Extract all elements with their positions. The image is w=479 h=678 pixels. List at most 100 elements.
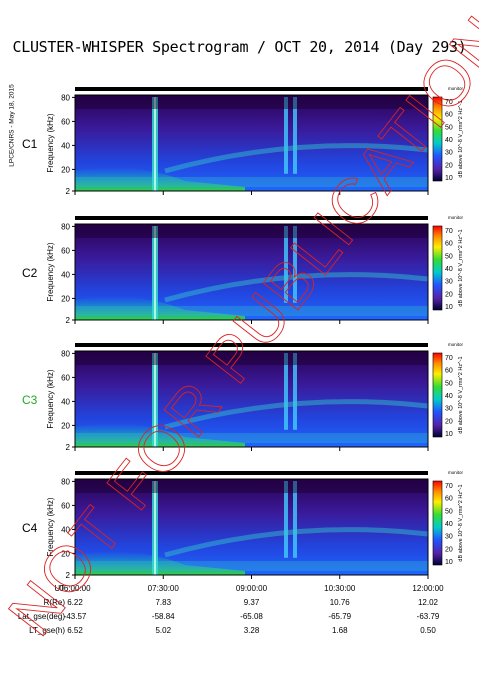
burst-1005-a: [284, 97, 288, 174]
chorus-band: [164, 399, 429, 430]
ephemeris-value: 9.37: [244, 598, 260, 607]
colorbar-tick: 40: [445, 266, 453, 273]
status-label: monitor: [448, 86, 464, 91]
status-label: monitor: [448, 470, 464, 475]
colorbar-tick: 60: [445, 112, 453, 119]
upper-band: [75, 224, 428, 238]
y-axis-label: Frequency (kHz): [46, 113, 55, 172]
y-tick-label: 60: [61, 373, 70, 382]
colorbar-tick: 60: [445, 496, 453, 503]
colorbar-label: dB above 10^-8 V_rms^2 Hz^-1: [458, 356, 464, 433]
colorbar-tick: 60: [445, 368, 453, 375]
low-frequency-emission: [75, 551, 245, 575]
y-tick-label: 40: [61, 397, 70, 406]
y-tick-label: 20: [61, 421, 70, 430]
y-tick-label: 80: [61, 222, 70, 231]
ephemeris-value: -65.08: [240, 612, 263, 621]
hiss-band: [75, 561, 428, 571]
colorbar-tick: 10: [445, 431, 453, 438]
spacecraft-label: C3: [22, 393, 38, 407]
y-tick-label: 20: [61, 165, 70, 174]
y-tick-label: 60: [61, 501, 70, 510]
ephemeris-row-label: UT: [54, 584, 65, 593]
burst-1005-b: [293, 353, 297, 430]
ephemeris-value: 12:00:00: [412, 584, 444, 593]
ephemeris-value: 10:30:00: [324, 584, 356, 593]
colorbar: [432, 480, 443, 566]
panel-c1: monitor 2 20 40 60 80 Frequency (kHz) C1 70 60 50 4…: [22, 86, 464, 196]
burst-core: [154, 481, 156, 575]
y-tick-label: 40: [61, 525, 70, 534]
status-bar: [75, 216, 428, 220]
colorbar-tick: 40: [445, 393, 453, 400]
burst-core: [154, 97, 156, 191]
colorbar-tick: 50: [445, 124, 453, 131]
y-tick-label: 2: [66, 187, 71, 196]
burst-1005-a: [284, 226, 288, 303]
spacecraft-label: C1: [22, 137, 38, 151]
chorus-band: [164, 143, 429, 174]
upper-band: [75, 95, 428, 109]
spacecraft-label: C4: [22, 521, 38, 535]
ephemeris-value: 12.02: [418, 598, 439, 607]
ephemeris-value: 1.68: [332, 626, 348, 635]
low-frequency-emission: [75, 167, 245, 191]
colorbar-tick: 70: [445, 99, 453, 106]
burst-core: [154, 353, 156, 447]
panel-c2: monitor 2 20 40 60 80 Frequency (kHz) C2 70 60 50 4…: [22, 215, 464, 325]
colorbar-tick: 60: [445, 241, 453, 248]
ephemeris-row-label: LT_gse(h): [29, 626, 65, 635]
burst-core: [154, 226, 156, 320]
y-axis-label: Frequency (kHz): [46, 242, 55, 301]
colorbar-tick: 20: [445, 546, 453, 553]
ephemeris-value: -43.57: [64, 612, 87, 621]
colorbar-tick: 70: [445, 228, 453, 235]
ephemeris-value: 07:30:00: [148, 584, 180, 593]
ephemeris-value: -63.79: [417, 612, 440, 621]
colorbar-tick: 70: [445, 483, 453, 490]
colorbar: [432, 225, 443, 311]
status-bar: [75, 471, 428, 475]
status-bar: [75, 343, 428, 347]
y-tick-label: 80: [61, 93, 70, 102]
colorbar-label: dB above 10^-8 V_rms^2 Hz^-1: [458, 229, 464, 306]
upper-band: [75, 479, 428, 493]
hiss-band: [75, 177, 428, 187]
ephemeris-value: 3.28: [244, 626, 260, 635]
upper-band: [75, 351, 428, 365]
colorbar-tick: 10: [445, 559, 453, 566]
colorbar-label: dB above 10^-8 V_rms^2 Hz^-1: [458, 484, 464, 561]
y-tick-label: 40: [61, 141, 70, 150]
colorbar-tick: 70: [445, 355, 453, 362]
colorbar-tick: 30: [445, 406, 453, 413]
colorbar-tick: 10: [445, 304, 453, 311]
ephemeris-value: 5.02: [155, 626, 171, 635]
hiss-band: [75, 306, 428, 316]
colorbar-tick: 40: [445, 137, 453, 144]
colorbar-tick: 20: [445, 291, 453, 298]
y-tick-label: 60: [61, 117, 70, 126]
hiss-band: [75, 433, 428, 443]
ephemeris-row-label: Lat_gse(deg): [18, 612, 65, 621]
colorbar-tick: 20: [445, 418, 453, 425]
panel-c3: monitor 2 20 40 60 80 Frequency (kHz) C3 70 60 50 4…: [22, 342, 464, 452]
colorbar-tick: 30: [445, 150, 453, 157]
burst-1005-b: [293, 226, 297, 303]
status-label: monitor: [448, 342, 464, 347]
ephemeris-value: -65.79: [328, 612, 351, 621]
y-axis-label: Frequency (kHz): [46, 369, 55, 428]
spacecraft-label: C2: [22, 266, 38, 280]
colorbar-tick: 30: [445, 534, 453, 541]
y-tick-label: 20: [61, 294, 70, 303]
colorbar-tick: 50: [445, 380, 453, 387]
colorbar-tick: 40: [445, 521, 453, 528]
y-tick-label: 60: [61, 246, 70, 255]
ephemeris-value: 10.76: [330, 598, 351, 607]
ephemeris-value: 09:00:00: [236, 584, 268, 593]
colorbar-tick: 50: [445, 253, 453, 260]
y-axis-label: Frequency (kHz): [46, 497, 55, 556]
chorus-band: [164, 527, 429, 558]
ephemeris-value: 6.52: [67, 626, 83, 635]
colorbar: [432, 96, 443, 182]
y-tick-label: 80: [61, 477, 70, 486]
